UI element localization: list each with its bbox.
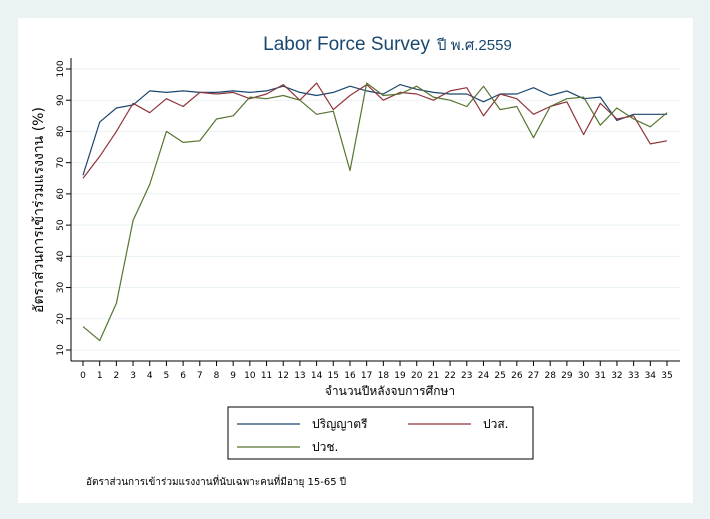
- x-tick-label: 9: [230, 371, 236, 381]
- x-tick-label: 22: [444, 371, 455, 381]
- x-tick-label: 31: [595, 371, 606, 381]
- x-tick-label: 30: [578, 371, 590, 381]
- legend-label-high-vocational: ปวส.: [483, 417, 509, 431]
- axes: [70, 58, 680, 362]
- series-line-vocational: [82, 82, 668, 342]
- x-axis-label: จำนวนปีหลังจบการศึกษา: [325, 384, 455, 398]
- x-tick-label: 20: [411, 371, 423, 381]
- x-tick-label: 10: [244, 371, 256, 381]
- y-tick-label: 100: [56, 60, 66, 77]
- legend-label-vocational: ปวช.: [312, 440, 338, 454]
- x-tick-label: 0: [80, 371, 86, 381]
- x-tick-label: 12: [278, 371, 289, 381]
- x-tick-label: 24: [478, 371, 490, 381]
- y-tick-label: 50: [56, 219, 66, 231]
- y-tick-label: 10: [56, 344, 66, 356]
- y-tick-label: 70: [56, 157, 66, 169]
- x-tick-label: 28: [544, 371, 556, 381]
- x-tick-label: 13: [294, 371, 305, 381]
- legend-box: [227, 406, 534, 460]
- x-tick-label: 18: [378, 371, 390, 381]
- x-tick-label: 7: [197, 371, 203, 381]
- y-tick-label: 90: [56, 94, 66, 106]
- legend-label-bachelor: ปริญญาตรี: [312, 417, 368, 431]
- x-ticks: 0 1 2 3 4 5 6 7 8 9 10 11 12 13 14 15 16 17 18 19 20 21 22 23 24…: [80, 361, 673, 381]
- chart-note: อัตราส่วนการเข้าร่วมแรงงานที่นับเฉพาะคนท…: [86, 474, 346, 488]
- x-tick-label: 14: [311, 371, 323, 381]
- x-tick-label: 19: [394, 371, 406, 381]
- x-tick-label: 6: [180, 371, 186, 381]
- x-tick-label: 17: [361, 371, 372, 381]
- chart-title: Labor Force Survey: [263, 34, 430, 55]
- x-tick-label: 2: [114, 371, 120, 381]
- x-tick-label: 32: [611, 371, 622, 381]
- y-tick-label: 20: [56, 313, 66, 325]
- x-tick-label: 29: [561, 371, 573, 381]
- x-tick-label: 33: [628, 371, 639, 381]
- x-tick-label: 5: [164, 371, 170, 381]
- x-tick-label: 23: [461, 371, 472, 381]
- x-tick-label: 35: [661, 371, 672, 381]
- y-tick-label: 60: [56, 188, 66, 200]
- x-tick-label: 34: [645, 371, 657, 381]
- y-axis-label: อัตราส่วนการเข้าร่วมแรงงาน (%): [31, 107, 47, 313]
- gridlines: [72, 68, 680, 351]
- x-tick-label: 27: [528, 371, 539, 381]
- x-tick-label: 3: [130, 371, 136, 381]
- series-line-high-vocational: [82, 82, 668, 179]
- series-lines: [82, 82, 668, 342]
- x-tick-label: 25: [494, 371, 505, 381]
- y-tick-label: 40: [56, 250, 66, 262]
- x-tick-label: 11: [261, 371, 272, 381]
- y-tick-label: 30: [56, 282, 66, 294]
- x-tick-label: 26: [511, 371, 523, 381]
- chart-title-suffix: ปี พ.ศ.2559: [436, 37, 512, 54]
- y-ticks: 10 20 30 40 50 60 70 80 90 100: [56, 60, 71, 356]
- legend: ปริญญาตรี ปวส. ปวช.: [227, 406, 534, 460]
- x-tick-label: 8: [214, 371, 220, 381]
- x-tick-label: 4: [147, 371, 153, 381]
- y-tick-label: 80: [56, 125, 66, 137]
- x-tick-label: 15: [328, 371, 339, 381]
- x-tick-label: 1: [97, 371, 103, 381]
- x-tick-label: 21: [428, 371, 439, 381]
- x-tick-label: 16: [344, 371, 356, 381]
